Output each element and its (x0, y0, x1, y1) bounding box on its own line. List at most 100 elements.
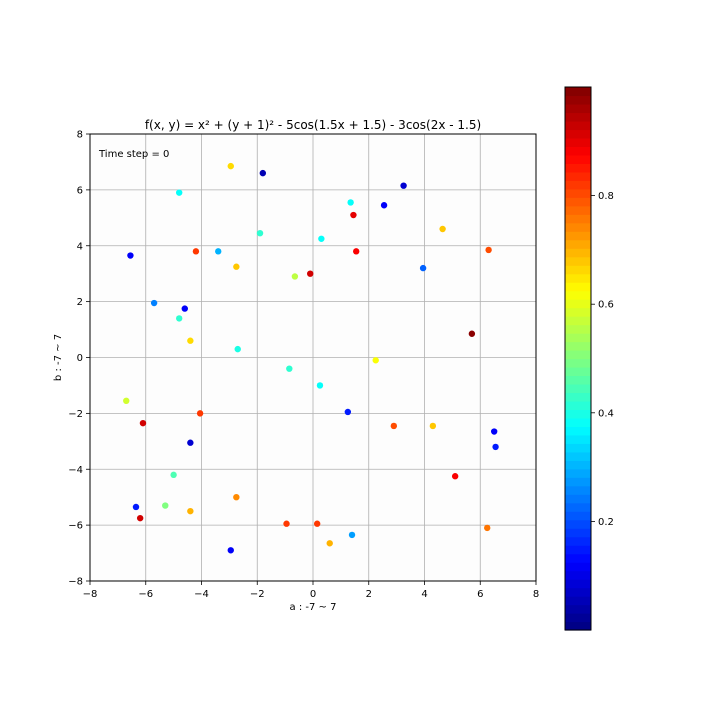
colorbar-segment (565, 231, 591, 241)
x-tick-label: 2 (366, 589, 372, 600)
data-point (139, 419, 147, 427)
colorbar-segment (565, 146, 591, 156)
data-point (318, 235, 325, 242)
data-point (353, 248, 360, 255)
data-point (350, 211, 357, 219)
data-point (176, 189, 183, 196)
x-tick-label: −2 (250, 589, 265, 600)
x-tick-label: −6 (138, 589, 153, 600)
y-tick-label: −6 (68, 521, 83, 532)
colorbar-segment (565, 265, 591, 275)
colorbar-segment (565, 477, 591, 487)
colorbar-segment (565, 205, 591, 215)
y-tick-label: 6 (77, 185, 83, 196)
data-point (187, 439, 194, 446)
data-point (136, 514, 144, 522)
data-point (419, 264, 427, 272)
x-tick-label: 8 (533, 589, 539, 600)
colorbar-segment (565, 519, 591, 529)
data-point (196, 410, 204, 417)
colorbar-segment (565, 485, 591, 495)
x-axis-label: a : -7 ~ 7 (290, 602, 337, 613)
colorbar-segment (565, 163, 591, 173)
data-point (313, 520, 321, 527)
colorbar-segment (565, 587, 591, 597)
colorbar-segment (565, 154, 591, 164)
colorbar-segment (565, 570, 591, 580)
y-tick-label: 4 (77, 241, 83, 252)
colorbar-segment (565, 562, 591, 572)
data-point (234, 345, 241, 353)
colorbar-segment (565, 273, 591, 283)
colorbar-segment (565, 511, 591, 521)
data-point (259, 169, 267, 177)
colorbar-segment (565, 460, 591, 470)
axis-ticks: −8 −6 −4 −2 0 2 4 6 8 −8 −6 −4 −2 0 2 4 6 8 (68, 130, 539, 601)
colorbar-segment (565, 621, 591, 631)
colorbar-segment (565, 536, 591, 546)
data-point (132, 503, 140, 511)
data-point (439, 225, 446, 233)
data-point (123, 397, 130, 405)
chart-title: f(x, y) = x² + (y + 1)² - 5cos(1.5x + 1.… (145, 118, 481, 132)
data-point (233, 263, 240, 270)
colorbar-segment (565, 443, 591, 453)
colorbar-segment (565, 112, 591, 122)
colorbar-segment (565, 239, 591, 249)
colorbar-segment (565, 333, 591, 343)
data-point (492, 443, 499, 451)
colorbar-segment (565, 171, 591, 181)
data-point (429, 422, 437, 430)
colorbar-segment (565, 87, 591, 97)
data-point (170, 471, 177, 479)
data-point (256, 229, 264, 237)
colorbar-segment (565, 137, 591, 147)
colorbar-segment (565, 502, 591, 512)
data-point (162, 502, 169, 509)
colorbar-segment (565, 248, 591, 258)
colorbar-segment (565, 545, 591, 555)
colorbar-segment (565, 417, 591, 427)
x-tick-label: 0 (310, 589, 316, 600)
data-point (181, 305, 188, 312)
colorbar-tick-label: 0.6 (598, 300, 614, 311)
colorbar-segment (565, 434, 591, 444)
x-tick-label: −4 (194, 589, 209, 600)
data-point (344, 408, 352, 416)
colorbar-tick-label: 0.4 (598, 408, 614, 419)
data-point (307, 270, 314, 277)
y-tick-label: −4 (68, 465, 83, 476)
colorbar-ticks: 0.2 0.4 0.6 0.8 (591, 191, 614, 528)
data-point (316, 382, 324, 389)
data-point (468, 330, 476, 337)
colorbar-segment (565, 604, 591, 614)
data-point (187, 337, 194, 344)
data-point (150, 299, 158, 307)
y-tick-label: −8 (68, 577, 83, 588)
data-point (286, 365, 293, 372)
colorbar-segment (565, 299, 591, 309)
colorbar-segment (565, 451, 591, 461)
data-point (176, 315, 183, 322)
colorbar-segment (565, 366, 591, 377)
colorbar-tick-label: 0.8 (598, 191, 614, 202)
data-point (233, 493, 240, 501)
data-point (283, 520, 290, 527)
colorbar-segment (565, 290, 591, 300)
x-tick-label: 6 (477, 589, 483, 600)
colorbar-frame (564, 86, 592, 631)
colorbar-segment (565, 95, 591, 105)
colorbar-segment (565, 392, 591, 402)
colorbar-segment (565, 400, 591, 411)
colorbar-segment (565, 528, 591, 538)
colorbar-segment (565, 129, 591, 139)
colorbar-segment (565, 596, 591, 606)
colorbar-segment (565, 375, 591, 385)
colorbar-segment (565, 468, 591, 478)
data-point (380, 202, 388, 209)
data-points (123, 162, 499, 554)
y-tick-label: −2 (68, 409, 83, 420)
y-axis-label: b : -7 ~ 7 (53, 334, 64, 381)
colorbar-segment (565, 613, 591, 623)
